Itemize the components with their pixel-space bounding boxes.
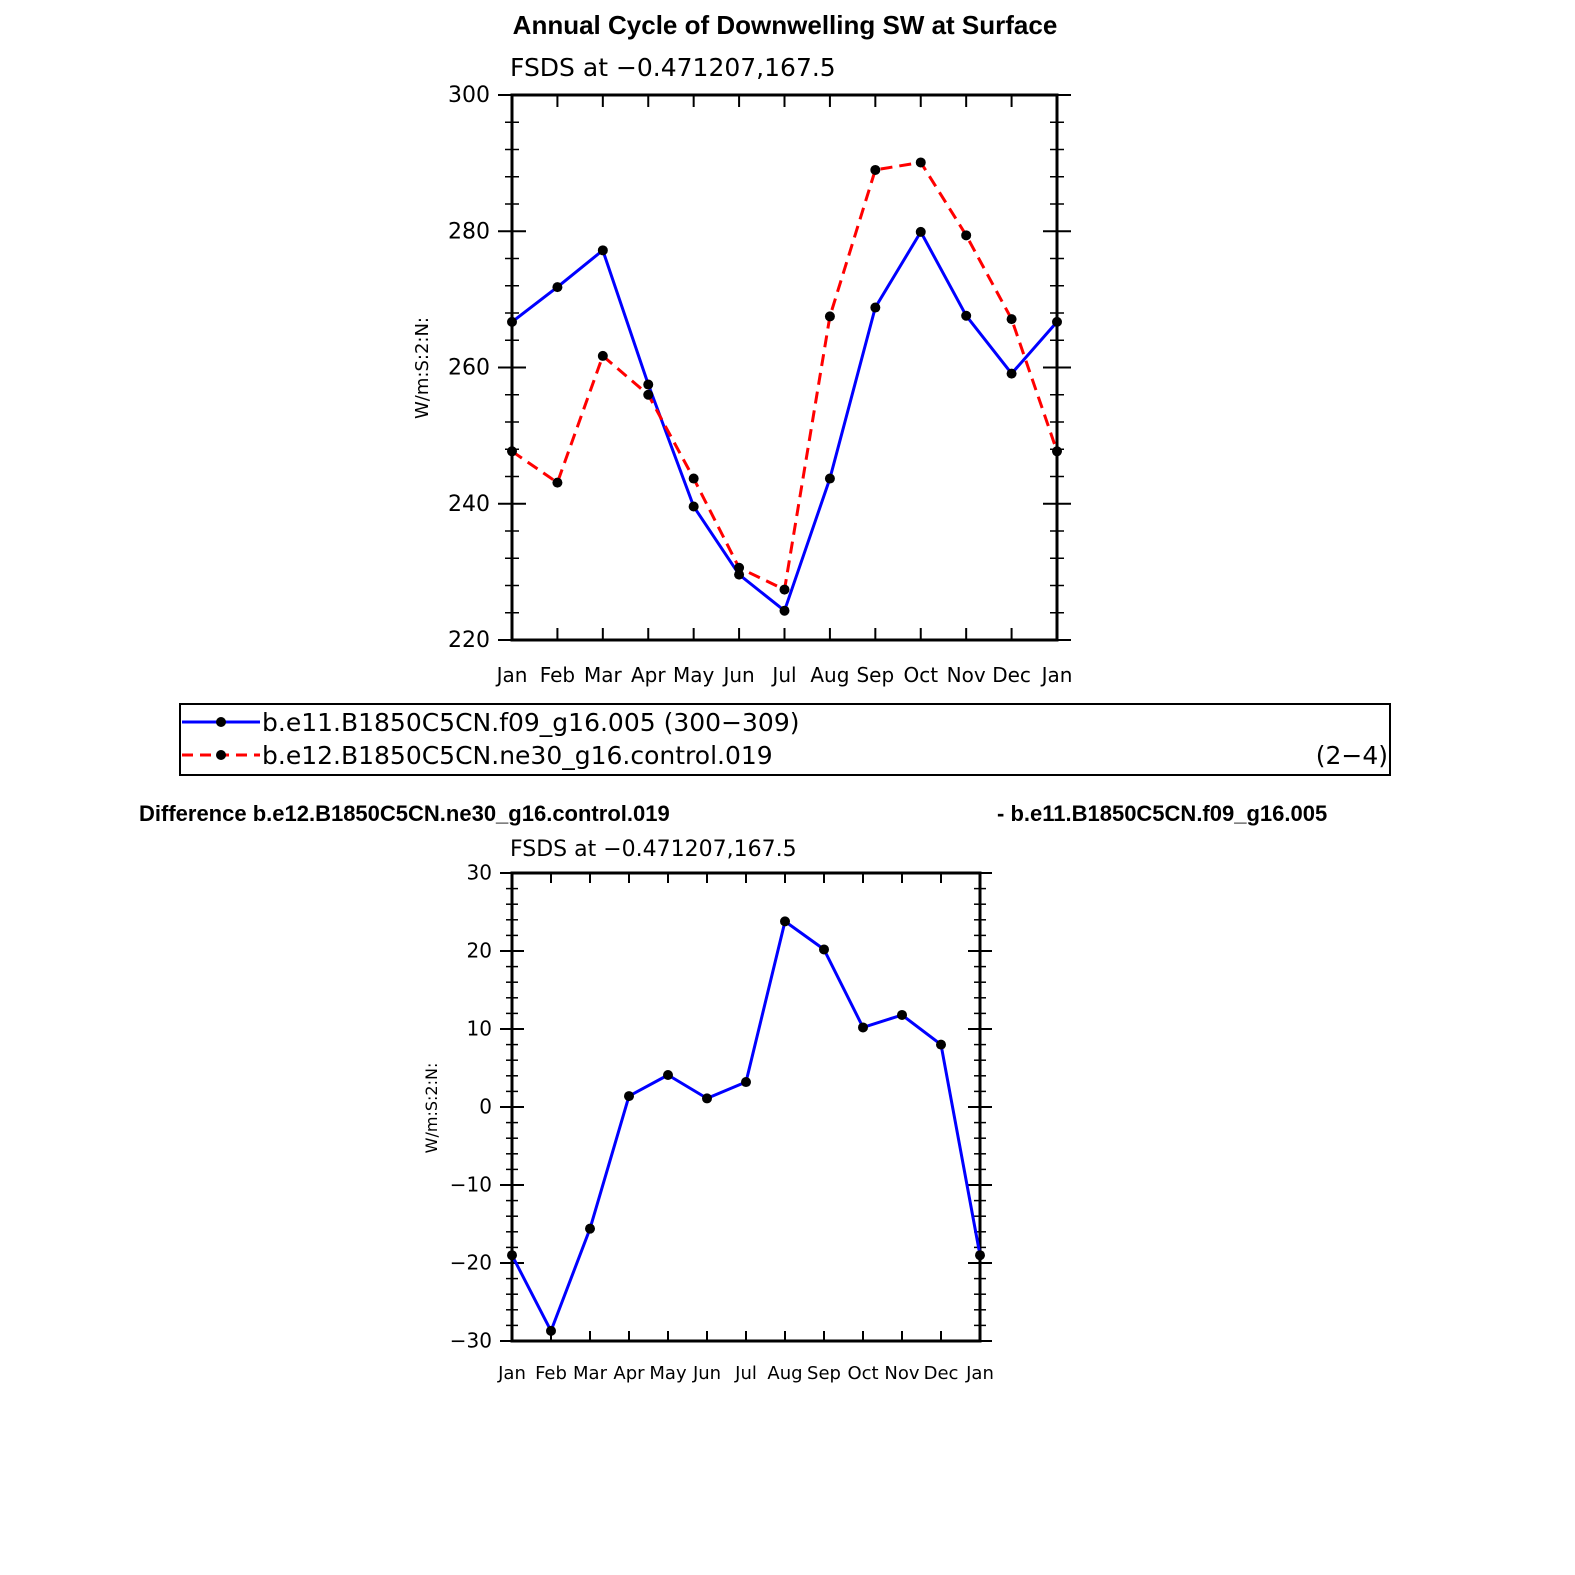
- chart2-series-1-point: [741, 1077, 751, 1088]
- chart2-xtick-label: Aug: [767, 1363, 802, 1384]
- chart2-ytick-label: −20: [450, 1250, 492, 1274]
- chart1-series-2-point: [915, 157, 926, 168]
- chart1-series-2-point: [597, 350, 608, 361]
- chart2-xtick-label: Jan: [497, 1363, 526, 1384]
- chart2-xtick-label: Apr: [613, 1363, 645, 1384]
- chart1-xtick-label: Jul: [770, 663, 796, 687]
- chart1-xtick-label: Nov: [947, 663, 986, 687]
- chart2-plot-frame: [510, 871, 982, 1343]
- chart2-subtitle: FSDS at −0.471207,167.5: [510, 837, 797, 862]
- chart1-series-2-point: [961, 230, 972, 241]
- chart2-plot: Jan Feb Mar Apr May Jun Jul Aug Sep Oct Nov Dec Jan−…: [450, 860, 994, 1384]
- chart1-xtick-label: Feb: [540, 663, 575, 687]
- chart2-series-1-point: [780, 916, 790, 927]
- chart1-series-1-line: [511, 230, 1059, 613]
- chart1-series-2-point: [734, 562, 745, 573]
- chart2-xtick-label: Jun: [692, 1363, 721, 1384]
- chart2-xtick-label: Dec: [924, 1363, 959, 1384]
- chart2-xtick-label: Oct: [847, 1363, 878, 1384]
- chart1-series-2-point: [552, 477, 563, 488]
- chart2-xtick-label: Sep: [807, 1363, 841, 1384]
- chart1-xtick-label: Jan: [495, 663, 528, 687]
- chart2-xtick-label: Jan: [965, 1363, 994, 1384]
- chart2-series-1-point: [858, 1022, 868, 1033]
- chart1-series-1-point: [507, 316, 517, 327]
- chart1-xtick-label: Jan: [1040, 663, 1073, 687]
- chart2-ytick-label: 30: [467, 860, 492, 884]
- chart1-plot: Jan Feb Mar Apr May Jun Jul Aug Sep Oct Nov Dec Jan2…: [448, 83, 1072, 687]
- chart2-xtick-label: Feb: [535, 1363, 567, 1384]
- chart1-series-2-point: [643, 389, 654, 400]
- chart1-series-1-point: [1006, 368, 1017, 379]
- chart2-series-1-point: [663, 1070, 673, 1081]
- chart1-xtick-label: Mar: [584, 663, 623, 687]
- chart2-ytick-label: −10: [450, 1172, 492, 1196]
- chart1-ytick-label: 240: [448, 492, 490, 517]
- chart1-series-1-point: [779, 605, 790, 616]
- chart2-ytick-label: 10: [467, 1016, 492, 1040]
- legend-box: [179, 703, 1391, 776]
- chart1-series-2-point: [824, 311, 835, 322]
- chart2-series-1-line: [510, 919, 982, 1333]
- legend-marker-1: [216, 717, 226, 727]
- legend: b.e11.B1850C5CN.f09_g16.005 (300−309) b.…: [179, 703, 1391, 776]
- chart2-title: Difference b.e12.B1850C5CN.ne30_g16.cont…: [139, 801, 670, 826]
- chart1-series-2-point: [870, 164, 881, 175]
- chart2-ytick-label: −30: [450, 1328, 492, 1352]
- chart2-xtick-label: Mar: [573, 1363, 608, 1384]
- chart1-series-1-point: [870, 302, 881, 313]
- chart1-series-2-point: [1006, 314, 1017, 325]
- chart2-xtick-label: Nov: [884, 1363, 919, 1384]
- chart2-ytick-label: 0: [479, 1094, 492, 1118]
- chart2-series-1-point: [819, 944, 829, 955]
- chart2-series-1-point: [507, 1250, 517, 1261]
- chart1-xtick-label: Jun: [721, 663, 754, 687]
- chart1-series-2-point: [507, 446, 517, 457]
- legend-marker-2: [216, 750, 226, 760]
- chart1-series-1-point: [552, 282, 563, 293]
- chart2-title-right: - b.e11.B1850C5CN.f09_g16.005: [997, 801, 1327, 826]
- chart2-series-1-point: [897, 1009, 907, 1020]
- chart1-series-1-point: [688, 501, 699, 512]
- chart1-xtick-label: May: [673, 663, 715, 687]
- chart1-ytick-label: 280: [448, 219, 490, 244]
- chart1-series-2-line: [511, 160, 1059, 592]
- chart1-xtick-label: Dec: [992, 663, 1031, 687]
- legend-entry-2: b.e12.B1850C5CN.ne30_g16.control.019: [262, 741, 773, 770]
- legend-entry-1: b.e11.B1850C5CN.f09_g16.005 (300−309): [262, 708, 800, 737]
- chart1-series-1-point: [961, 310, 972, 321]
- chart2-series-1-point: [585, 1223, 595, 1234]
- chart2-series-1-point: [975, 1250, 985, 1261]
- chart1-ytick-label: 220: [448, 628, 490, 653]
- chart2-xtick-label: May: [649, 1363, 687, 1384]
- chart1-plot-frame: [510, 93, 1059, 642]
- chart2-series-1-point: [624, 1091, 634, 1102]
- chart1-series-1-point: [597, 245, 608, 256]
- chart1-xtick-label: Aug: [810, 663, 849, 687]
- chart1-series-1-point: [915, 226, 926, 237]
- chart1-series-1-point: [824, 473, 835, 484]
- chart2-series-1-point: [936, 1039, 946, 1050]
- chart2-series-1-point: [546, 1325, 556, 1336]
- chart1-series-2-point: [688, 473, 699, 484]
- chart1-ytick-label: 260: [448, 356, 490, 381]
- chart1-subtitle: FSDS at −0.471207,167.5: [510, 53, 836, 82]
- chart2-ytick-label: 20: [467, 938, 492, 962]
- chart1-series-1-point: [643, 379, 654, 390]
- chart1-series-1-point: [1052, 316, 1062, 327]
- chart1-ylabel: W/m:S:2:N:: [412, 317, 433, 419]
- chart1-series-2-point: [779, 584, 790, 595]
- chart1-xtick-label: Oct: [903, 663, 938, 687]
- chart1-series-2-point: [1052, 446, 1062, 457]
- chart1-xtick-label: Sep: [856, 663, 894, 687]
- legend-note: (2−4): [1316, 741, 1388, 770]
- chart2-ylabel: W/m:S:2:N:: [422, 1063, 441, 1154]
- chart1-xtick-label: Apr: [631, 663, 666, 687]
- chart1-title: Annual Cycle of Downwelling SW at Surfac…: [513, 10, 1058, 40]
- chart2-xtick-label: Jul: [734, 1363, 757, 1384]
- chart2-series-1-point: [702, 1093, 712, 1104]
- chart1-ytick-label: 300: [448, 83, 490, 108]
